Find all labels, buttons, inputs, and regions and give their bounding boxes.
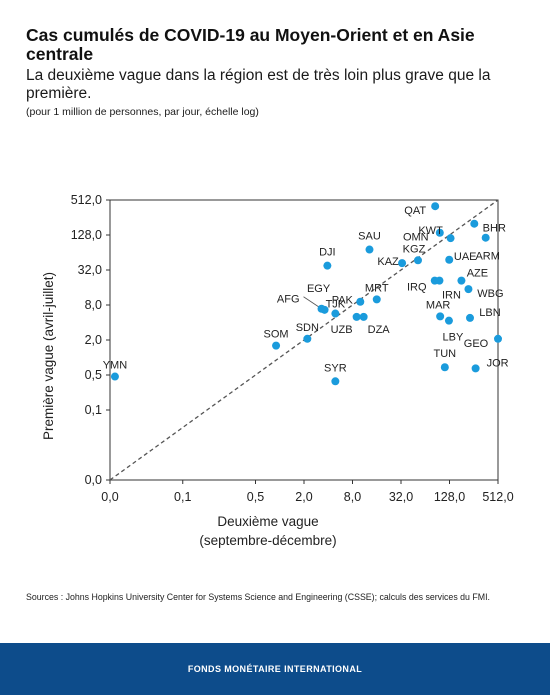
x-axis-label: (septembre-décembre) [199,533,336,548]
data-label-kaz: KAZ [377,256,399,268]
data-label-bhr: BHR [483,223,506,235]
x-tick-label: 128,0 [434,490,465,504]
y-tick-label: 128,0 [71,228,102,242]
y-tick-label: 0,5 [85,368,102,382]
data-label-aze: AZE [467,268,488,280]
data-point-bhr [470,219,479,228]
data-point-omn [435,228,444,237]
y-tick-label: 2,0 [85,333,102,347]
data-label-dji: DJI [319,247,336,259]
y-tick-label: 8,0 [85,298,102,312]
data-label-wbg: WBG [477,288,503,300]
data-label-lbn: LBN [479,307,500,319]
data-point-dji [323,261,332,270]
data-label-dza: DZA [368,324,391,336]
data-point-kgz [413,256,422,265]
data-point-tun [440,363,449,372]
data-label-lby: LBY [443,332,464,344]
data-point-mrt [372,295,381,304]
data-point-wbg [464,285,473,294]
y-tick-label: 0,0 [85,473,102,487]
x-tick-label: 0,0 [101,490,118,504]
x-tick-label: 2,0 [295,490,312,504]
chart-note: (pour 1 million de personnes, par jour, … [26,106,259,118]
data-point-uzb [352,312,361,321]
data-label-afg: AFG [277,294,300,306]
x-tick-label: 8,0 [344,490,361,504]
data-label-uzb: UZB [331,324,353,336]
data-point-pak [356,297,365,306]
data-label-pak: PAK [332,295,354,307]
data-point-lbn [466,313,475,322]
data-label-kwt: KWT [418,225,443,237]
chart-title: Cas cumulés de COVID-19 au Moyen-Orient … [26,25,475,64]
x-tick-label: 32,0 [389,490,413,504]
sources-note: Sources : Johns Hopkins University Cente… [26,592,490,602]
x-axis-label: Deuxième vague [217,514,318,529]
data-label-syr: SYR [324,362,347,374]
y-tick-label: 0,1 [85,403,102,417]
data-label-jor: JOR [487,357,509,369]
data-label-mrt: MRT [365,282,389,294]
data-point-geo [494,334,502,343]
data-point-irn [435,276,444,285]
x-tick-label: 0,1 [174,490,191,504]
data-label-arm: ARM [475,251,499,263]
data-point-aze [457,276,466,285]
data-point-sdn [303,334,312,343]
x-tick-label: 512,0 [482,490,513,504]
data-label-som: SOM [264,329,289,341]
data-label-sau: SAU [358,231,381,243]
data-label-mar: MAR [426,299,451,311]
data-point-som [272,341,281,350]
data-point-tjk [331,309,340,318]
data-point-ymn [110,372,119,381]
data-point-syr [331,377,340,386]
data-point-kaz [398,259,407,268]
data-label-uae: UAE [454,251,477,263]
data-point-dza [359,312,368,321]
data-label-irq: IRQ [407,282,427,294]
data-point-jor [471,364,480,373]
data-point-sau [365,245,374,254]
footer-bar: FONDS MONÉTAIRE INTERNATIONAL [0,643,550,695]
x-tick-label: 0,5 [247,490,264,504]
chart-subtitle: La deuxième vague dans la région est de … [26,67,491,102]
data-label-omn: OMN [403,232,429,244]
data-label-egy: EGY [307,283,331,295]
data-label-tun: TUN [434,348,457,360]
data-label-qat: QAT [404,205,426,217]
data-point-kwt [446,234,455,243]
y-tick-label: 32,0 [78,263,102,277]
y-tick-label: 512,0 [71,193,102,207]
y-axis-label: Première vague (avril-juillet) [41,272,56,440]
data-label-sdn: SDN [296,322,319,334]
data-label-irn: IRN [442,290,461,302]
data-label-geo: GEO [464,338,489,350]
data-point-arm [481,233,490,242]
afg-leader-line [303,296,319,308]
data-point-mar [436,312,445,321]
data-label-ymn: YMN [103,360,128,372]
data-point-egy [320,305,329,314]
footer-label: FONDS MONÉTAIRE INTERNATIONAL [187,664,363,674]
data-label-kgz: KGZ [403,243,426,255]
data-label-tjk: TJK [326,299,346,311]
data-point-lby [444,316,453,325]
data-point-uae [445,255,454,264]
data-point-qat [431,202,440,211]
